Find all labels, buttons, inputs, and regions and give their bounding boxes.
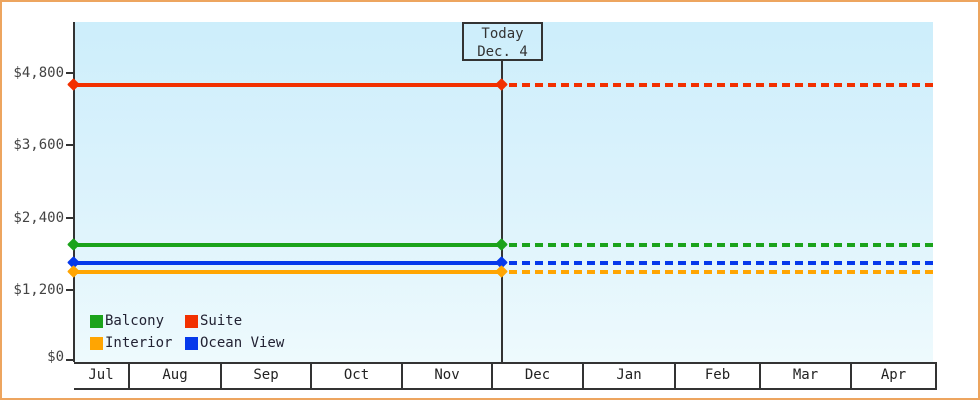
series-line-future-interior — [509, 269, 933, 274]
y-tick-mark — [66, 144, 73, 147]
month-cell-aug: Aug — [128, 364, 220, 388]
legend-item-ocean-view: Ocean View — [185, 335, 325, 351]
plot-area — [74, 22, 933, 362]
legend-swatch-icon — [90, 314, 103, 328]
month-cell-mar: Mar — [759, 364, 850, 388]
month-cell-sep: Sep — [220, 364, 310, 388]
legend-label: Interior — [105, 335, 173, 351]
legend-swatch-icon — [185, 336, 198, 350]
legend-swatch-icon — [90, 336, 103, 350]
today-annotation: Today Dec. 4 — [462, 22, 543, 61]
series-line-future-ocean-view — [509, 260, 933, 265]
today-date: Dec. 4 — [477, 44, 528, 60]
month-cell-oct: Oct — [310, 364, 401, 388]
y-tick-mark — [66, 288, 73, 291]
series-line-past-ocean-view — [74, 260, 502, 265]
today-vertical-line — [501, 60, 503, 362]
y-tick-label: $2,400 — [13, 209, 64, 226]
y-tick-mark — [66, 216, 73, 219]
series-line-past-interior — [74, 269, 502, 274]
series-line-past-suite — [74, 83, 502, 88]
y-tick-label: $3,600 — [13, 137, 64, 154]
legend-label: Suite — [200, 313, 243, 329]
month-cell-jan: Jan — [582, 364, 674, 388]
month-cell-dec: Dec — [491, 364, 582, 388]
series-line-past-balcony — [74, 242, 502, 247]
legend-item-balcony: Balcony — [90, 313, 185, 329]
y-tick-label: $0 — [47, 349, 64, 365]
legend-label: Balcony — [105, 313, 165, 329]
series-line-future-balcony — [509, 242, 933, 247]
month-cell-feb: Feb — [674, 364, 759, 388]
legend-item-suite: Suite — [185, 313, 325, 329]
x-axis-month-row: Jul Aug Sep Oct Nov Dec Jan Feb Mar Apr — [74, 362, 937, 390]
y-tick-label: $1,200 — [13, 281, 64, 298]
legend-label: Ocean View — [200, 335, 285, 351]
legend-item-interior: Interior — [90, 335, 185, 351]
y-tick-label: $4,800 — [13, 65, 64, 81]
month-cell-nov: Nov — [401, 364, 491, 388]
legend: Balcony Suite Interior Ocean View — [90, 313, 325, 351]
month-cell-apr: Apr — [850, 364, 935, 388]
legend-swatch-icon — [185, 314, 198, 328]
y-axis-line — [73, 22, 75, 362]
y-tick-mark — [66, 72, 73, 74]
today-label: Today — [481, 26, 524, 42]
y-tick-mark — [66, 359, 73, 361]
series-line-future-suite — [509, 83, 933, 88]
month-cell-jul: Jul — [88, 367, 114, 383]
